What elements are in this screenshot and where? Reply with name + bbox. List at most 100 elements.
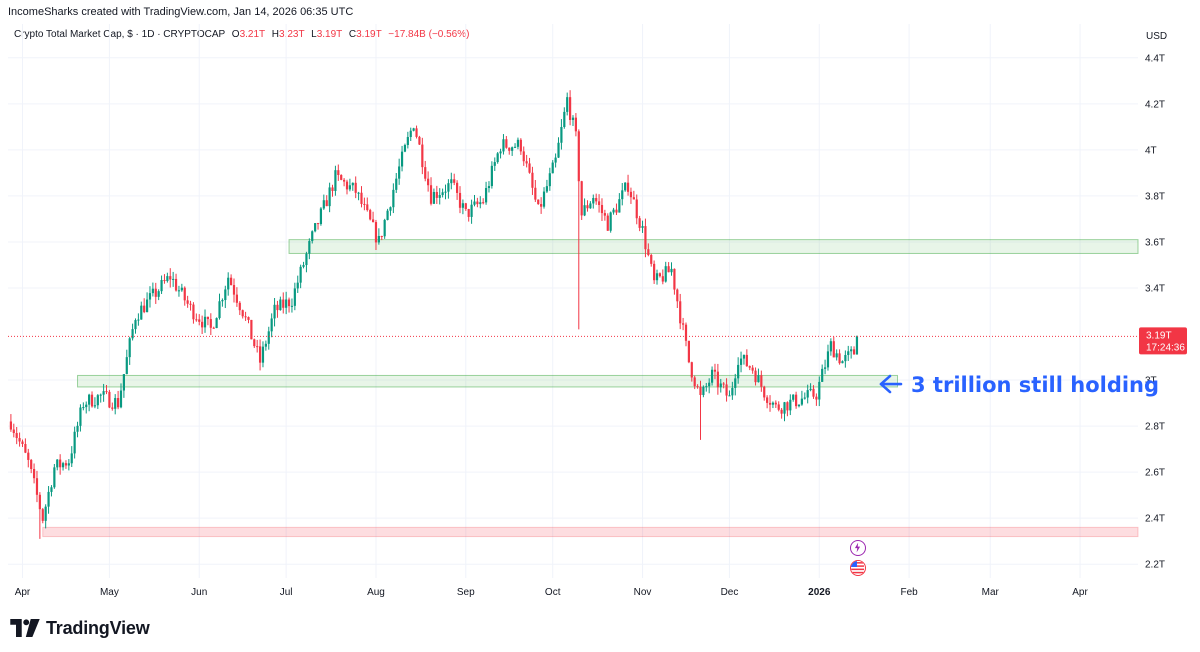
price-tick-label: 2.6T — [1145, 468, 1165, 479]
candle-body — [47, 491, 50, 507]
candle-body — [589, 203, 592, 209]
candle-body — [371, 219, 375, 223]
candle-body — [212, 327, 215, 329]
candle-body — [90, 394, 94, 407]
candle-body — [67, 463, 70, 466]
candle-body — [412, 128, 415, 131]
price-tick-label: 3T — [1145, 376, 1157, 387]
candle-body — [479, 202, 482, 205]
candle-body — [282, 299, 285, 308]
candle-body — [537, 199, 540, 205]
candle-body — [380, 235, 383, 237]
candle-body — [273, 304, 276, 319]
candle-body — [850, 349, 853, 352]
candle-body — [728, 395, 731, 397]
candle-body — [145, 299, 149, 313]
price-tick-label: 3.8T — [1145, 191, 1165, 202]
candle-body — [250, 319, 253, 340]
candle-body — [461, 203, 464, 208]
time-tick-label: Feb — [900, 587, 918, 598]
candle-body — [177, 290, 181, 292]
candle-body — [821, 368, 824, 382]
chart-axes: 4.4T 4.2T 4T 3.8T 3.6T 3.4T 3T 2.8T 2.6T 2.4T 2.2T… — [8, 31, 1187, 598]
candle-body — [38, 494, 41, 510]
candle-body — [702, 386, 705, 395]
candle-body — [392, 189, 395, 208]
candle-body — [635, 199, 638, 219]
candle-body — [224, 289, 227, 301]
candlestick-series — [9, 90, 859, 539]
candle-body — [684, 324, 688, 341]
candle-body — [421, 144, 424, 168]
candle-body — [676, 289, 679, 302]
candle-body — [603, 213, 606, 216]
lightning-event-icon[interactable] — [850, 540, 866, 556]
price-tick-label: 2.2T — [1145, 560, 1165, 571]
candle-body — [441, 192, 444, 196]
candle-body — [154, 288, 157, 297]
candle-body — [230, 277, 233, 286]
candle-body — [453, 179, 456, 183]
candle-body — [760, 375, 763, 387]
candle-body — [600, 204, 604, 214]
candle-body — [780, 409, 783, 414]
candle-body — [777, 404, 780, 410]
candle-body — [409, 130, 412, 138]
candle-body — [85, 404, 88, 408]
candle-body — [818, 381, 821, 400]
symbol-legend[interactable]: Crypto Total Market Cap, $ · 1D · CRYPTO… — [14, 29, 469, 40]
candle-body — [235, 294, 238, 303]
candle-body — [438, 195, 441, 198]
candle-body — [221, 300, 224, 302]
candle-body — [143, 305, 146, 313]
candle-body — [389, 207, 392, 211]
candle-body — [374, 222, 378, 243]
tradingview-logo[interactable]: TradingView — [10, 616, 150, 640]
candle-body — [835, 353, 838, 358]
candle-body — [511, 147, 514, 151]
candle-body — [32, 469, 36, 479]
candle-body — [9, 421, 12, 430]
candle-body — [192, 304, 195, 320]
candle-body — [96, 395, 99, 406]
low-key: L — [311, 29, 317, 40]
candle-body — [560, 126, 563, 143]
bar-countdown-label: 17:24:36 — [1146, 342, 1185, 353]
open-key: O — [231, 29, 240, 40]
candle-body — [151, 288, 154, 294]
candle-body — [757, 375, 760, 383]
candle-body — [41, 509, 44, 521]
candle-body — [351, 182, 354, 186]
candle-body — [713, 369, 717, 372]
candle-body — [148, 293, 152, 300]
candle-body — [823, 367, 827, 369]
candle-body — [238, 302, 241, 311]
candle-body — [566, 97, 569, 112]
candle-body — [447, 183, 450, 192]
us-flag-event-icon[interactable] — [850, 560, 866, 576]
candle-body — [403, 145, 407, 152]
candle-body — [79, 407, 82, 426]
candle-body — [516, 139, 520, 147]
candle-body — [832, 341, 835, 358]
candle-body — [76, 425, 79, 432]
candle-body — [50, 487, 53, 492]
candle-body — [606, 215, 609, 231]
candle-body — [299, 266, 302, 283]
chart-credit: IncomeSharks created with TradingView.co… — [8, 6, 354, 18]
candle-body — [615, 209, 618, 213]
candle-body — [519, 139, 522, 152]
candle-body — [180, 287, 183, 291]
candle-body — [647, 249, 650, 256]
candle-body — [789, 399, 792, 411]
candle-body — [166, 276, 169, 282]
candle-body — [24, 443, 27, 453]
candle-body — [829, 341, 832, 352]
candle-body — [102, 391, 105, 395]
support-zone — [77, 374, 899, 388]
candle-body — [763, 386, 766, 398]
time-tick-label: Apr — [1072, 587, 1088, 598]
candle-body — [400, 151, 404, 167]
candle-body — [427, 178, 430, 186]
